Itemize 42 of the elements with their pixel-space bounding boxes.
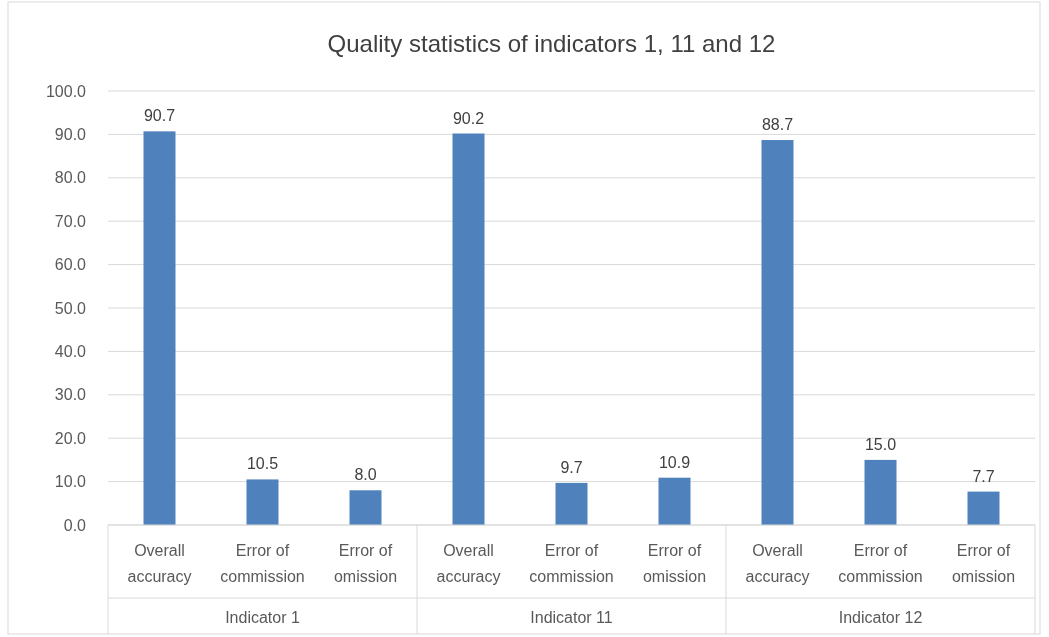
bar [864,459,897,525]
text: Error of commission [838,542,923,585]
y-tick-label: 20.0 [54,429,87,447]
x-tick-label: Indicator 11 [530,609,613,626]
x-tick-label: Indicator 12 [838,609,923,626]
data-label: 90.7 [143,107,176,125]
bar [143,131,176,525]
bar [761,140,794,525]
series-label: Overall accuracy [436,542,501,585]
text: Error of omission [642,542,707,585]
data-label: 7.7 [972,467,995,485]
series-label: Error of omission [333,542,398,585]
series-label: Error of commission [220,542,305,585]
data-label: 8.0 [354,466,377,484]
y-tick-label: 60.0 [54,256,87,274]
bar [658,477,691,525]
text: Error of commission [529,542,614,585]
text: Overall accuracy [127,542,192,585]
bar [349,490,382,525]
y-tick-label: 100.0 [45,82,87,100]
bar [555,482,588,525]
bar [967,491,1000,525]
data-label: 10.9 [658,453,691,471]
y-tick-label: 10.0 [54,473,87,491]
x-tick-label: Indicator 1 [225,609,300,626]
y-tick-label: 0.0 [63,516,87,534]
text: Error of omission [951,542,1016,585]
y-tick-label: 40.0 [54,343,87,361]
bar [246,479,279,525]
y-tick-label: 30.0 [54,386,87,404]
data-label: 90.2 [452,109,485,127]
data-label: 15.0 [864,435,897,453]
bar [452,133,485,525]
text: Overall accuracy [745,542,810,585]
y-tick-label: 70.0 [54,212,87,230]
data-label: 88.7 [761,116,794,134]
chart-title: Quality statistics of indicators 1, 11 and 12 [327,30,776,57]
data-label: 9.7 [560,458,583,476]
y-tick-label: 50.0 [54,299,87,317]
y-tick-label: 90.0 [54,126,87,144]
data-label: 10.5 [246,455,279,473]
y-tick-label: 80.0 [54,169,87,187]
